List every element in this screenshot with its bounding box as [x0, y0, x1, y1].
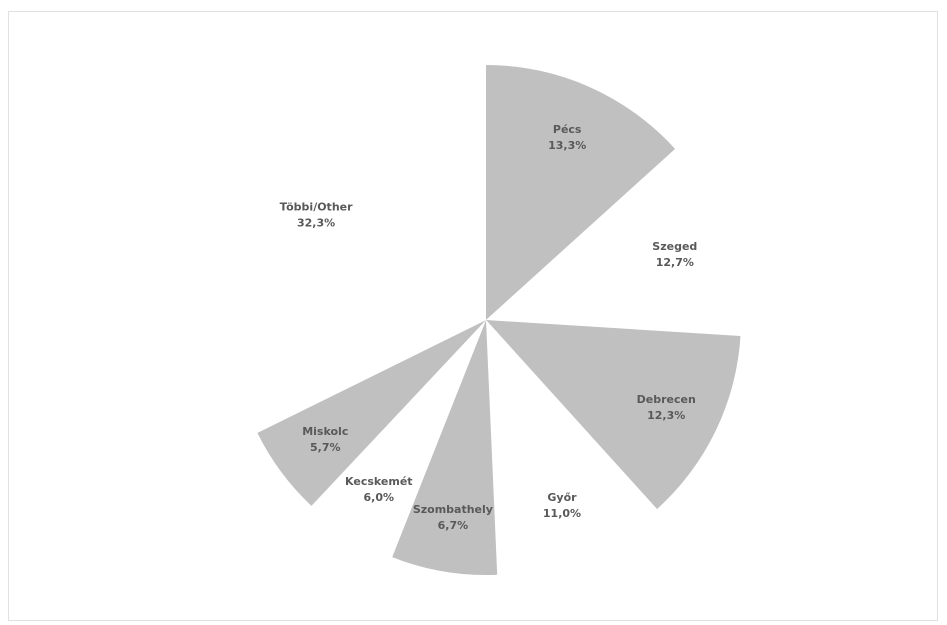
slice-value-debrecen: 12,3% — [647, 409, 685, 422]
slice-value-szombathely: 6,7% — [438, 519, 469, 532]
pie-slices — [231, 65, 742, 575]
pie-slice-gyor — [486, 320, 658, 575]
slice-category-pecs: Pécs — [553, 123, 582, 136]
slice-category-miskolc: Miskolc — [302, 425, 348, 438]
slice-label-debrecen: Debrecen 12,3% — [637, 393, 696, 422]
slice-value-gyor: 11,0% — [543, 507, 581, 520]
slice-labels: Pécs 13,3% Szeged 12,7% Debrecen 12,3% Győr 11,… — [280, 123, 698, 532]
slice-category-szeged: Szeged — [652, 240, 697, 253]
slice-label-szeged: Szeged 12,7% — [652, 240, 697, 269]
slice-label-gyor: Győr 11,0% — [543, 491, 581, 520]
slice-label-tobbi-other: Többi/Other 32,3% — [280, 200, 353, 229]
pie-slice-miskolc — [257, 320, 486, 506]
slice-value-kecskemet: 6,0% — [364, 491, 395, 504]
slice-value-szeged: 12,7% — [656, 256, 694, 269]
slice-value-pecs: 13,3% — [548, 139, 586, 152]
slice-category-gyor: Győr — [547, 491, 577, 504]
pie-slice-debrecen — [486, 320, 741, 510]
slice-value-tobbi-other: 32,3% — [297, 216, 335, 229]
pie-slice-szombathely — [392, 320, 498, 575]
slice-label-pecs: Pécs 13,3% — [548, 123, 586, 152]
slice-category-debrecen: Debrecen — [637, 393, 696, 406]
slice-label-miskolc: Miskolc 5,7% — [302, 425, 348, 454]
slice-category-szombathely: Szombathely — [413, 503, 493, 516]
pie-slice-kecskemet — [311, 320, 486, 558]
slice-category-tobbi-other: Többi/Other — [280, 200, 353, 213]
pie-slice-szeged — [486, 148, 742, 337]
slice-label-kecskemet: Kecskemét 6,0% — [345, 475, 413, 504]
pie-slice-pecs — [486, 65, 676, 320]
slice-value-miskolc: 5,7% — [310, 441, 341, 454]
slice-label-szombathely: Szombathely 6,7% — [413, 503, 493, 532]
slice-category-kecskemet: Kecskemét — [345, 475, 413, 488]
pie-slice-tobbi-other — [231, 65, 486, 433]
